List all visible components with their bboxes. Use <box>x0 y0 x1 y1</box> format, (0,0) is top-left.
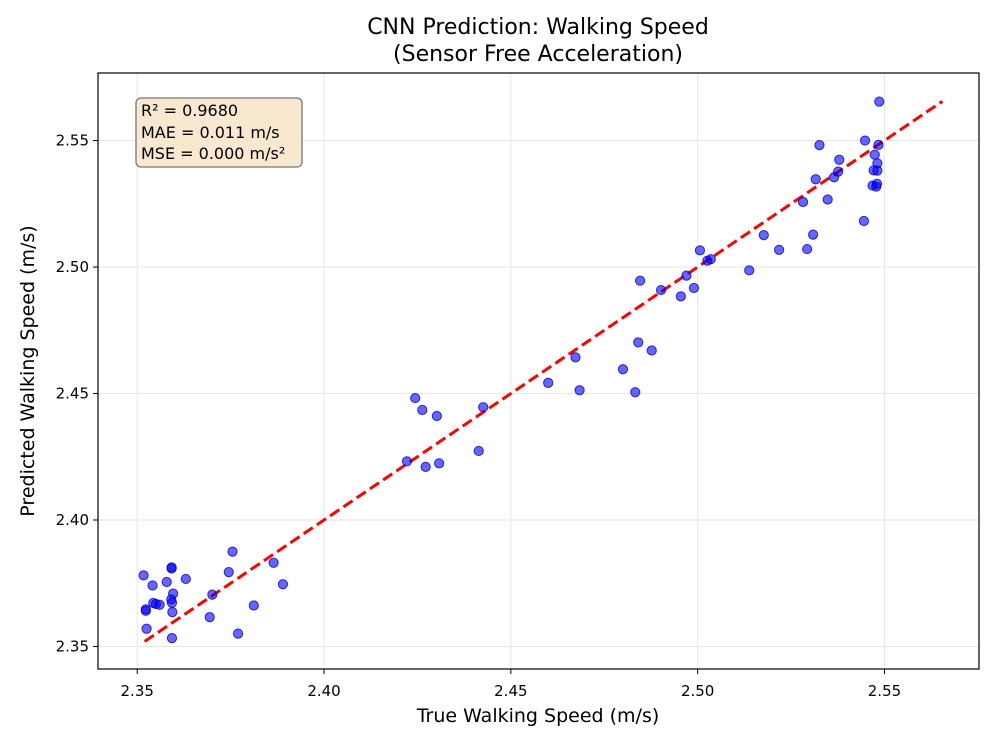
data-point <box>543 377 554 388</box>
stats-r2: R² = 0.9680 <box>141 101 238 120</box>
data-point <box>204 612 215 623</box>
data-point <box>574 385 585 396</box>
data-point <box>633 337 644 348</box>
data-point <box>420 461 431 472</box>
y-tick-label: 2.45 <box>56 385 89 403</box>
data-point <box>630 387 641 398</box>
data-point <box>167 606 178 618</box>
data-point <box>223 567 234 578</box>
x-tick-label: 2.45 <box>494 682 527 700</box>
data-point <box>705 254 716 265</box>
data-point <box>874 96 885 107</box>
y-tick-label: 2.35 <box>56 637 89 655</box>
y-tick-label: 2.55 <box>56 132 89 150</box>
stats-box-background <box>135 97 303 168</box>
data-point <box>814 139 825 151</box>
y-tick-label: 2.50 <box>56 258 89 276</box>
data-point <box>802 243 813 255</box>
data-point <box>869 149 880 160</box>
axis-ticks: 2.35 2.40 2.45 2.50 2.55 2.35 2.40 2.45 2.50 2.55 <box>56 132 902 700</box>
reference-line <box>143 100 944 643</box>
data-point <box>180 573 191 585</box>
data-point <box>570 352 581 363</box>
data-point <box>859 135 871 146</box>
plot-area-frame <box>97 72 980 670</box>
x-axis-label: True Walking Speed (m/s) <box>416 705 660 727</box>
data-point <box>810 174 821 185</box>
x-tick-label: 2.50 <box>681 682 714 700</box>
data-point <box>688 282 700 294</box>
data-point <box>744 265 755 276</box>
data-point <box>858 215 870 227</box>
data-point <box>872 165 883 176</box>
data-point <box>154 599 165 610</box>
data-point <box>617 364 629 375</box>
grid-lines <box>98 73 979 669</box>
data-point <box>141 623 152 634</box>
data-point <box>694 245 706 256</box>
x-tick-label: 2.35 <box>121 682 154 700</box>
data-point <box>207 589 218 600</box>
reference-line-group <box>143 100 944 643</box>
data-point <box>473 445 484 457</box>
data-point <box>410 392 421 404</box>
stats-mae: MAE = 0.011 m/s <box>141 123 280 142</box>
data-point <box>401 456 413 467</box>
y-axis-label: Predicted Walking Speed (m/s) <box>17 225 39 516</box>
data-point <box>166 563 177 574</box>
data-point <box>655 284 667 296</box>
data-point <box>478 402 489 413</box>
x-tick-label: 2.55 <box>868 682 901 700</box>
data-point <box>675 291 686 302</box>
data-point <box>774 244 785 255</box>
stats-box: R² = 0.9680 MAE = 0.011 m/s MSE = 0.000 … <box>135 97 303 168</box>
data-point <box>277 579 289 590</box>
data-point <box>635 275 646 286</box>
y-tick-label: 2.40 <box>56 511 89 529</box>
stats-mse: MSE = 0.000 m/s² <box>141 144 285 163</box>
data-point <box>140 605 151 616</box>
data-points <box>138 96 885 644</box>
data-point <box>834 154 845 165</box>
data-point <box>138 570 149 581</box>
data-point <box>808 229 819 240</box>
data-point <box>758 230 769 241</box>
data-point <box>417 404 428 416</box>
data-point <box>822 194 833 205</box>
x-tick-label: 2.40 <box>307 682 340 700</box>
data-point <box>833 166 844 177</box>
data-point <box>147 580 158 591</box>
data-point <box>431 410 442 422</box>
data-point <box>161 576 172 588</box>
data-point <box>797 196 809 208</box>
data-point <box>167 588 179 599</box>
data-point <box>871 178 883 189</box>
data-point <box>646 345 657 356</box>
data-point <box>227 546 238 557</box>
data-point <box>248 600 259 611</box>
data-point <box>434 458 445 469</box>
data-point <box>268 557 279 568</box>
data-point <box>233 628 244 639</box>
data-point <box>166 633 178 644</box>
chart-title: CNN Prediction: Walking Speed <box>367 15 709 40</box>
data-point <box>873 139 884 150</box>
data-point <box>166 597 178 608</box>
chart-subtitle: (Sensor Free Acceleration) <box>393 42 683 67</box>
data-point <box>681 270 692 281</box>
